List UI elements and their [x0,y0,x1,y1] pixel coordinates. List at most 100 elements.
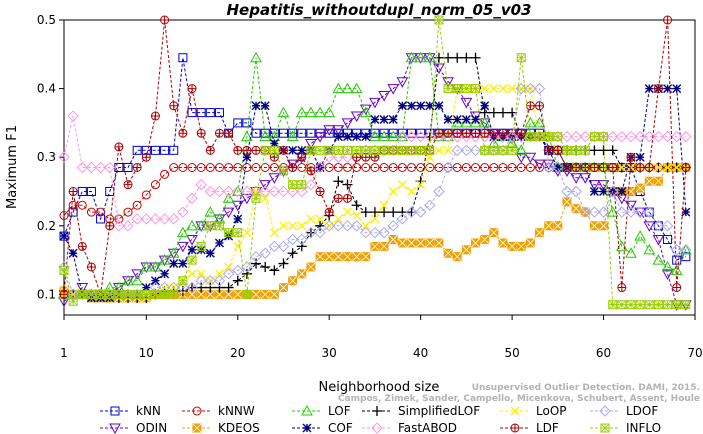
data-point-knnw [342,163,352,172]
data-point-odin [323,125,336,136]
data-point-inflo [425,146,435,155]
data-point-odin [177,241,189,253]
data-point-ldf [252,146,261,155]
data-point-loop [215,269,224,279]
data-point-fastabod [332,151,345,163]
data-point-fastabod [296,185,308,198]
data-point-ldof [680,244,692,256]
data-point-inflo [562,146,572,155]
data-point-ldof [570,185,582,198]
plot-frame [63,19,696,316]
data-point-knnw [114,214,124,224]
data-point-inflo [343,146,352,155]
data-point-ldf [590,163,599,172]
data-point-odin [625,200,637,212]
data-point-fastabod [561,130,573,143]
data-point-inflo [516,53,526,63]
data-point-ldf [517,129,526,138]
data-point-inflo [215,221,224,231]
y-tick-label: 0.3 [37,150,56,164]
data-point-knnw [489,163,499,172]
data-point-ldf [242,146,251,155]
data-point-ldof [241,261,253,273]
data-point-knnw [242,163,252,172]
legend-marker-loop [510,406,520,416]
data-point-ldof [652,220,665,232]
data-point-inflo [233,228,243,237]
legend-label-inflo: INFLO [626,421,661,434]
legend-marker-lof [301,404,313,416]
data-point-ldof [341,220,354,232]
legend-entry-fastabod: FastABOD [362,421,457,434]
data-point-fastabod [616,130,628,143]
data-point-simplifiedlof [315,220,326,231]
data-point-ldf [608,163,617,172]
data-point-inflo [260,146,270,155]
legend-label-ldf: LDF [536,421,559,434]
data-point-cof [233,214,243,224]
data-point-loop [480,84,490,94]
data-point-knnw [178,163,188,172]
legend-entry-kdeos: KDEOS [182,421,260,434]
data-point-ldof [314,226,326,239]
data-point-ldf [489,129,498,138]
data-point-cof [635,152,645,162]
data-point-ldf [206,146,215,155]
data-point-ldof [305,226,317,239]
data-point-lof [250,51,262,63]
data-point-kdeos [251,290,261,299]
data-point-simplifiedlof [607,145,618,156]
data-point-simplifiedlof [479,107,490,118]
data-point-fastabod [195,178,207,191]
data-point-fastabod [524,130,537,143]
y-axis: 0.1 0.2 0.3 0.4 0.5 [37,13,64,301]
data-point-loop [370,214,380,224]
data-point-inflo [681,300,691,309]
data-point-ldof [85,288,98,301]
data-point-ldf [453,129,462,138]
data-point-fastabod [67,110,79,122]
data-point-lof [341,82,354,94]
series-ldof [58,82,692,301]
data-point-kdeos [279,283,288,292]
data-point-cof [388,114,398,124]
data-point-knnw [196,163,206,172]
data-point-knnw [68,200,78,210]
legend-label-cof: COF [328,421,353,434]
data-point-fastabod [634,130,646,143]
data-point-kdeos [635,183,645,193]
data-point-ldf [160,16,169,24]
data-point-ldf [288,163,297,172]
data-point-kdeos [571,204,581,213]
data-point-loop [434,145,444,155]
data-point-ldf [498,129,507,138]
data-point-lof [286,130,299,142]
data-point-fastabod [424,130,436,143]
data-point-cof [242,152,252,162]
data-point-simplifiedlof [205,282,216,293]
data-point-inflo [590,132,599,141]
data-point-odin [350,111,363,123]
data-point-knn [672,255,682,265]
data-point-kdeos [196,290,206,299]
legend-marker-odin [109,423,121,434]
data-point-inflo [571,146,581,155]
data-point-inflo [462,84,471,93]
data-point-loop [260,193,270,203]
data-point-knn [233,118,243,128]
data-point-ldof [387,220,399,232]
data-point-odin [250,187,262,198]
data-point-fastabod [149,213,162,225]
data-point-lof [350,82,363,94]
data-point-ldf [87,262,96,271]
data-point-cof [370,114,380,124]
data-point-knnw [379,163,389,172]
series-line-ldof [63,88,686,295]
legend-entry-loop: LoOP [500,404,567,418]
data-point-loop [388,187,398,196]
y-tick-label: 0.2 [37,219,56,233]
data-point-kdeos [370,242,380,251]
data-point-fastabod [579,130,591,143]
data-point-cof [672,84,682,94]
data-point-odin [222,207,235,219]
